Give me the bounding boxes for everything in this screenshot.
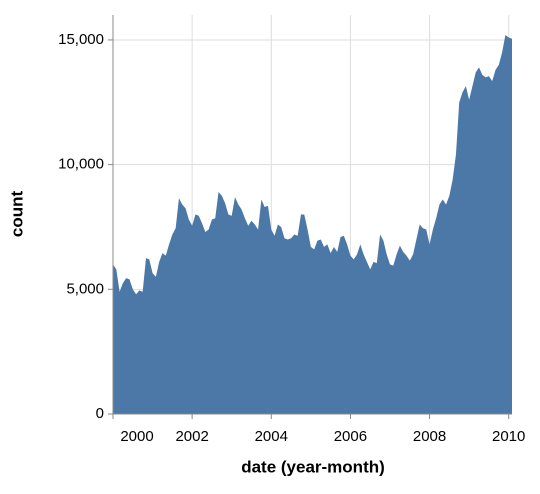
x-tick-label: 2010	[492, 428, 525, 445]
x-tick-label: 2002	[175, 428, 208, 445]
y-tick-label: 0	[96, 405, 104, 422]
x-tick-label: 2006	[334, 428, 367, 445]
x-axis-title: date (year-month)	[241, 457, 385, 476]
area	[113, 34, 512, 414]
y-tick-label: 10,000	[58, 156, 104, 173]
x-tick-label: 2008	[413, 428, 446, 445]
y-tick-label: 5,000	[66, 280, 104, 297]
x-tick-label: 2004	[255, 428, 288, 445]
x-tick-label: 2000	[120, 428, 153, 445]
y-tick-label: 15,000	[58, 31, 104, 48]
y-axis-title: count	[7, 191, 26, 238]
